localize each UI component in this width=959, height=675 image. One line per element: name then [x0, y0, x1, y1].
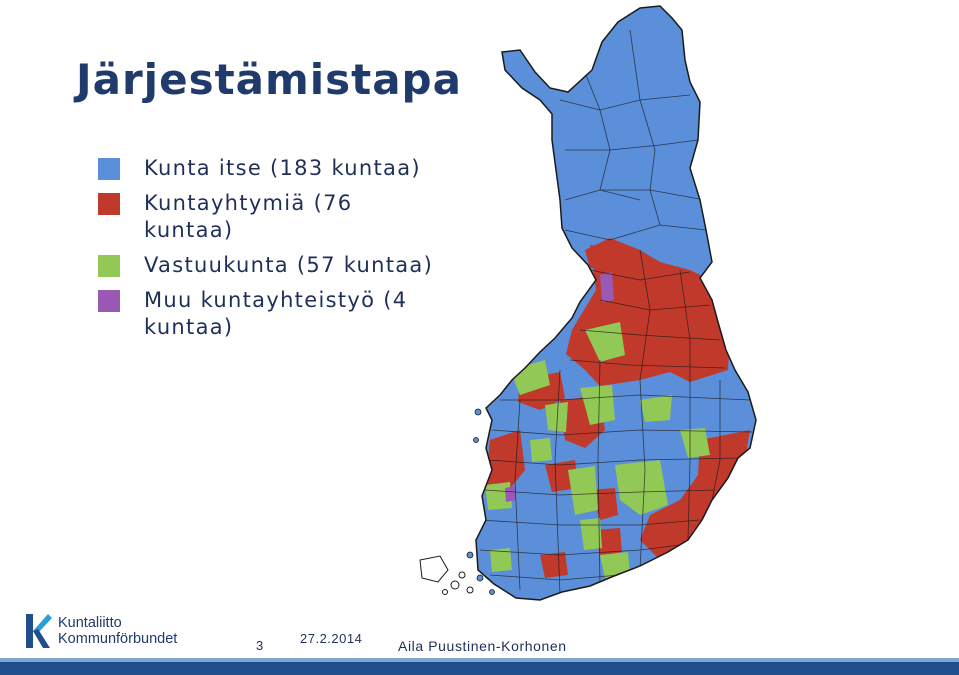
region-purple-1: [600, 272, 614, 302]
aland-islands: [419, 555, 474, 595]
region-red-north: [585, 238, 640, 270]
region-green-7: [680, 428, 710, 458]
logo-text: Kuntaliitto Kommunförbundet: [58, 615, 177, 647]
coastal-islands: [466, 408, 495, 595]
region-red-south3: [595, 528, 622, 556]
region-red-southeast: [640, 430, 750, 560]
region-green-6: [568, 466, 598, 515]
legend-label: Kuntayhtymiä (76 kuntaa): [144, 191, 353, 242]
legend-item-vastuukunta: Vastuukunta (57 kuntaa): [98, 252, 438, 279]
legend-swatch-blue: [98, 158, 120, 180]
region-green-10: [580, 518, 602, 550]
finland-outline: [475, 5, 757, 601]
page-number: 3: [256, 638, 264, 653]
region-green-4: [640, 395, 672, 422]
legend-item-muu: Muu kuntayhteistyö (4 kuntaa): [98, 287, 438, 341]
legend-label: Kunta itse (183 kuntaa): [144, 156, 421, 180]
region-red-center: [545, 460, 578, 492]
kuntaliitto-logo: Kuntaliitto Kommunförbundet: [24, 612, 177, 650]
logo-line-2: Kommunförbundet: [58, 631, 178, 647]
legend-item-kunta-itse: Kunta itse (183 kuntaa): [98, 155, 438, 182]
footer-stripe: [0, 658, 959, 662]
municipality-borders: [479, 29, 753, 596]
region-green-9: [545, 402, 568, 432]
region-green-1: [585, 322, 625, 362]
region-red-south2: [540, 552, 568, 578]
region-green-5: [615, 460, 668, 515]
map-legend: Kunta itse (183 kuntaa) Kuntayhtymiä (76…: [98, 155, 438, 349]
finland-municipality-map: [419, 5, 757, 601]
slide-author: Aila Puustinen-Korhonen: [398, 638, 567, 654]
logo-line-1: Kuntaliitto: [58, 615, 122, 631]
region-purple-2: [505, 486, 516, 502]
legend-swatch-green: [98, 255, 120, 277]
legend-swatch-purple: [98, 290, 120, 312]
legend-label: Vastuukunta (57 kuntaa): [144, 253, 434, 277]
slide-title: Järjestämistapa: [76, 55, 462, 104]
region-green-11: [530, 438, 552, 462]
legend-label: Muu kuntayhteistyö (4 kuntaa): [144, 288, 408, 339]
kuntaliitto-k-icon: [26, 614, 52, 648]
region-green-3: [580, 385, 615, 425]
legend-item-kuntayhtyma: Kuntayhtymiä (76 kuntaa): [98, 190, 438, 244]
region-green-12: [600, 552, 630, 578]
footer-bar: [0, 658, 959, 675]
legend-swatch-red: [98, 193, 120, 215]
slide-date: 27.2.2014: [300, 631, 363, 646]
region-green-13: [490, 548, 512, 572]
